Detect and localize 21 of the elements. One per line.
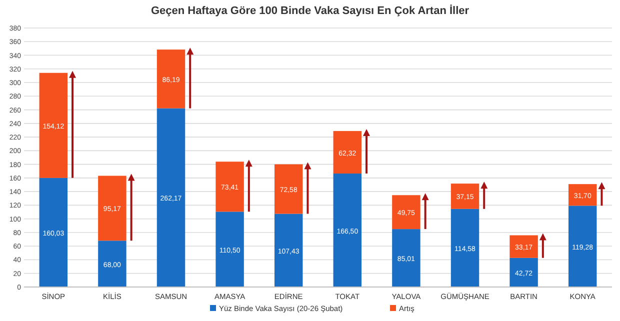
bar — [274, 164, 303, 214]
bar — [392, 195, 420, 230]
bar — [39, 178, 68, 287]
bar — [333, 131, 362, 174]
bar — [274, 214, 303, 287]
bar — [450, 184, 480, 209]
bar — [510, 258, 538, 287]
bar — [450, 208, 480, 287]
bar — [39, 72, 68, 178]
bar — [216, 162, 244, 212]
bar — [156, 108, 186, 287]
bar — [568, 206, 597, 287]
bar — [333, 174, 362, 287]
bar — [156, 50, 186, 108]
chart-title: Geçen Haftaya Göre 100 Binde Vaka Sayısı En Çok Artan İller — [150, 4, 470, 17]
bar — [568, 184, 597, 206]
bar — [98, 240, 126, 287]
bar — [98, 176, 126, 241]
bar — [510, 235, 538, 258]
bar — [392, 229, 420, 287]
bar — [216, 212, 244, 287]
